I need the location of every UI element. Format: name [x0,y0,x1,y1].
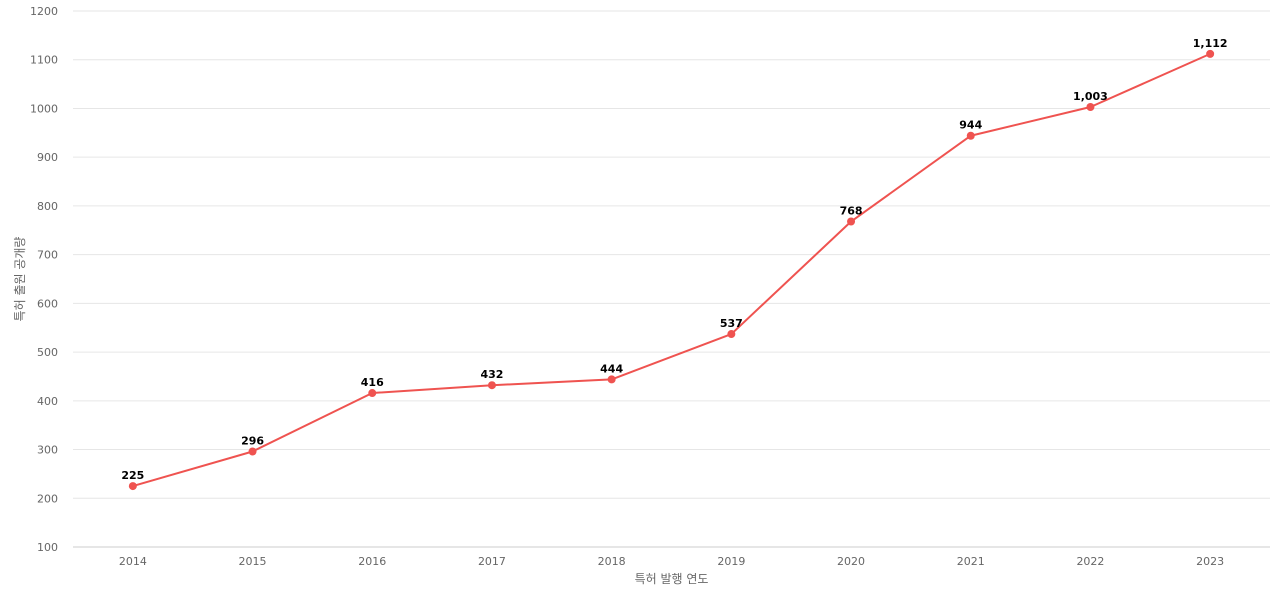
data-label: 768 [840,205,863,218]
data-label: 944 [959,119,982,132]
y-tick-label: 400 [37,395,58,408]
y-tick-label: 1000 [30,102,58,115]
data-point[interactable] [1206,49,1215,58]
y-axis-title: 특허 출원 공개량 [13,237,27,322]
y-tick-label: 200 [37,492,58,505]
x-tick-label: 2022 [1076,555,1104,568]
x-tick-label: 2014 [119,555,147,568]
x-axis-title: 특허 발행 연도 [635,571,709,586]
gridlines [73,10,1270,499]
y-tick-label: 100 [37,541,58,554]
y-tick-label: 1200 [30,5,58,18]
data-label: 296 [241,434,264,447]
data-point[interactable] [966,131,975,140]
data-point[interactable] [847,217,856,226]
y-axis-ticks: 100 200 300 400 500 600 700 800 900 1000 1100 1200 [30,5,58,554]
x-tick-label: 2020 [837,555,865,568]
x-tick-label: 2021 [957,555,985,568]
data-label: 225 [121,469,144,482]
data-label: 1,003 [1073,90,1108,103]
data-point[interactable] [128,482,137,491]
data-label: 416 [361,376,384,389]
series-line [131,52,1212,488]
x-tick-label: 2023 [1196,555,1224,568]
data-point[interactable] [607,375,616,384]
data-labels: 225 296 416 432 444 537 768 944 1,003 1,112 [121,37,1227,482]
y-tick-label: 600 [37,297,58,310]
data-point[interactable] [727,330,736,339]
data-point[interactable] [487,381,496,390]
data-label: 537 [720,317,743,330]
data-label: 1,112 [1193,37,1228,50]
x-tick-label: 2018 [598,555,626,568]
x-axis-ticks: 2014 2015 2016 2017 2018 2019 2020 2021 2022 2023 [119,555,1224,568]
data-label: 444 [600,362,623,375]
y-tick-label: 500 [37,346,58,359]
y-tick-label: 300 [37,444,58,457]
series-layer [128,49,1215,491]
data-point[interactable] [248,447,257,456]
y-tick-label: 1100 [30,54,58,67]
x-tick-label: 2017 [478,555,506,568]
x-tick-label: 2015 [239,555,267,568]
data-point[interactable] [1086,102,1095,111]
y-tick-label: 800 [37,200,58,213]
x-tick-label: 2019 [717,555,745,568]
x-tick-label: 2016 [358,555,386,568]
y-tick-label: 900 [37,151,58,164]
y-tick-label: 700 [37,249,58,262]
data-point[interactable] [368,389,377,398]
data-label: 432 [480,368,503,381]
